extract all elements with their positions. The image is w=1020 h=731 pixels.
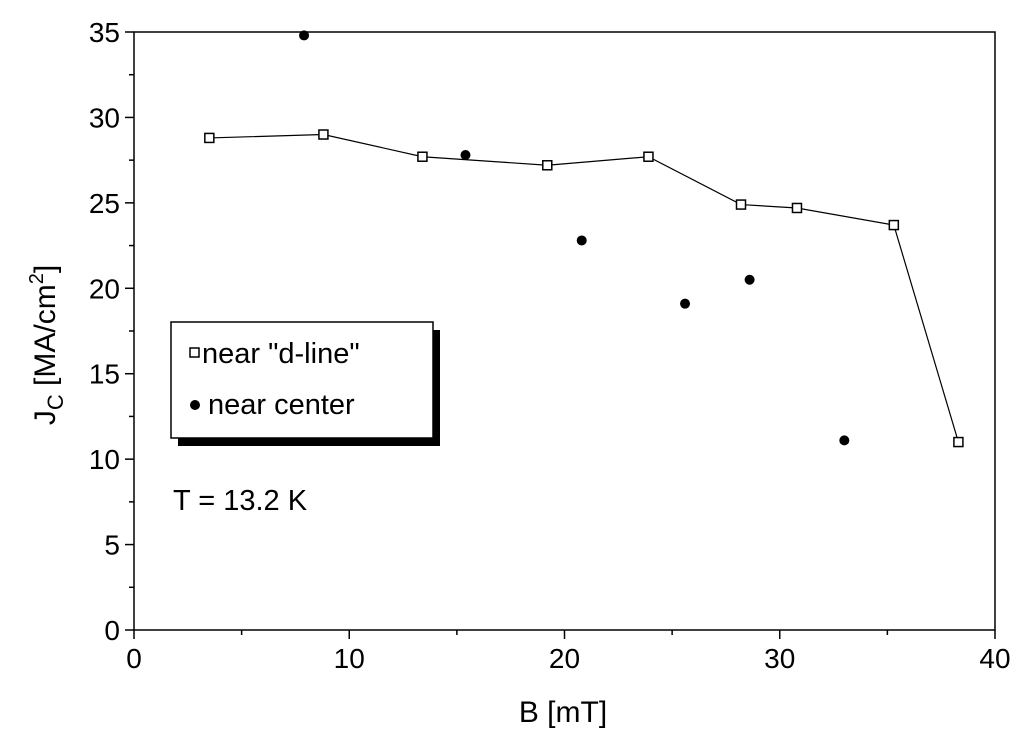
data-point-circle	[680, 298, 691, 309]
data-point-square	[735, 199, 747, 210]
tick-labels: 0 10 20 30 40 0 5 10 15 20 25 30 35	[89, 17, 1011, 674]
x-tick-label: 20	[549, 643, 580, 674]
x-tick-label: 40	[979, 643, 1010, 674]
series-near-center	[299, 30, 850, 446]
legend-marker-open-square	[189, 347, 200, 358]
data-point-square	[953, 436, 964, 448]
y-axis-title-sup: 2	[26, 273, 48, 284]
y-tick-label: 0	[104, 615, 120, 646]
y-tick-label: 15	[89, 359, 120, 390]
temperature-annotation: T = 13.2 K	[173, 485, 308, 517]
x-tick-label: 0	[126, 643, 142, 674]
data-point-square	[318, 129, 329, 140]
legend-marker-filled-circle	[190, 400, 200, 410]
y-tick-label: 10	[89, 444, 120, 475]
data-point-square	[417, 151, 428, 162]
y-axis-title: JC [MA/cm2]	[26, 265, 68, 425]
y-axis-title-main: J	[29, 410, 62, 425]
svg-text:JC [MA/cm2]: JC [MA/cm2]	[26, 265, 68, 425]
data-point-square	[643, 151, 654, 162]
data-point-square	[542, 160, 553, 171]
data-point-circle	[299, 30, 310, 41]
series-layer	[204, 30, 964, 448]
legend: near "d-line" near center	[170, 321, 440, 446]
x-tick-label: 10	[334, 643, 365, 674]
legend-label-center: near center	[208, 389, 355, 421]
y-tick-label: 25	[89, 188, 120, 219]
data-point-square	[791, 202, 803, 214]
axis-ticks	[125, 31, 996, 639]
legend-label-d-line: near "d-line"	[202, 338, 360, 370]
y-tick-label: 20	[89, 273, 120, 304]
y-axis-title-close: ]	[29, 265, 62, 273]
y-axis-title-sub: C	[43, 394, 68, 410]
x-axis-title: B [mT]	[519, 696, 607, 729]
data-point-square	[888, 219, 900, 231]
y-tick-label: 30	[89, 102, 120, 133]
y-axis-title-unit: [MA/cm	[29, 284, 62, 394]
legend-box	[170, 321, 434, 439]
y-tick-label: 5	[104, 530, 120, 561]
series-near-d-line	[204, 129, 964, 448]
y-tick-label: 35	[89, 17, 120, 48]
data-point-circle	[839, 435, 850, 446]
data-point-circle	[744, 274, 755, 285]
data-point-circle	[460, 150, 471, 161]
x-tick-label: 30	[764, 643, 795, 674]
data-point-circle	[576, 235, 587, 246]
data-point-square	[204, 132, 215, 144]
